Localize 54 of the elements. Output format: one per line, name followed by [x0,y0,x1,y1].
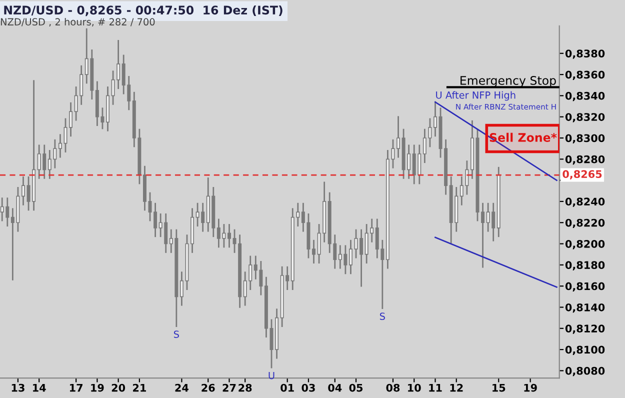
candlestick [22,176,25,206]
x-tick-label: 13 [12,384,24,392]
candlestick [434,101,437,137]
x-tick-label: 27 [222,384,236,392]
x-tick-label: 03 [302,384,315,392]
candlestick [69,102,73,137]
y-tick-label: 0,8380 [565,50,605,59]
x-tick-label: 04 [328,384,342,392]
x-tick-label: 26 [202,384,215,392]
y-tick-label: 0,8340 [565,92,605,102]
y-tick-label: 0,8080 [565,366,605,376]
y-tick-label: 0,8160 [565,282,605,292]
x-tick-label: 08 [386,384,400,392]
x-tick-label: 24 [175,384,188,392]
x-tick-label: 12 [450,384,463,392]
annotation: U [268,372,274,380]
x-tick-label: 21 [133,384,146,392]
ref-line-label: Emergency Stop [460,76,556,88]
y-tick-label: 0,8200 [565,240,605,250]
y-tick-label: 0,8240 [565,198,605,207]
x-tick-label: 15 [492,384,506,392]
candlestick [348,240,352,274]
y-tick-label: 0,8320 [565,113,605,122]
candlestick [481,202,485,268]
ref-line-label: 0,8265 [562,170,602,180]
x-tick-label: 20 [112,384,126,392]
y-tick-label: 0,8280 [565,155,605,165]
x-tick-label: 19 [91,384,104,392]
x-tick-label: 05 [349,384,363,392]
x-tick-label: 19 [524,384,537,392]
chart-title: NZD/USD - 0,8265 - 00:47:50 16 Dez (IST) [4,5,282,16]
y-tick-label: 0,8360 [565,70,605,80]
x-tick-label: 11 [429,384,442,392]
y-tick-label: 0,8220 [565,218,605,228]
y-tick-label: 0,8300 [565,134,605,144]
annotation: S [380,312,385,320]
x-tick-label: 17 [70,384,82,392]
annotation: S [174,330,179,338]
candlestick [228,224,231,248]
candlestick [396,116,400,158]
band-label: Sell Zone* [490,132,557,142]
y-tick-label: 0,8140 [565,303,605,313]
candlestick [312,240,316,264]
x-tick-label: 01 [280,384,294,392]
x-tick-label: 10 [408,384,421,392]
chart-subtitle: NZD/USD , 2 hours, # 282 / 700 [0,18,155,26]
candlestick [58,134,62,158]
candlestick [154,202,158,238]
y-tick-label: 0,8120 [565,324,605,334]
y-tick-label: 0,8100 [565,346,605,355]
x-tick-label: 14 [33,384,46,392]
y-tick-label: 0,8180 [565,261,605,270]
x-tick-label: 28 [238,384,252,392]
annotation: U After NFP High [436,91,516,101]
